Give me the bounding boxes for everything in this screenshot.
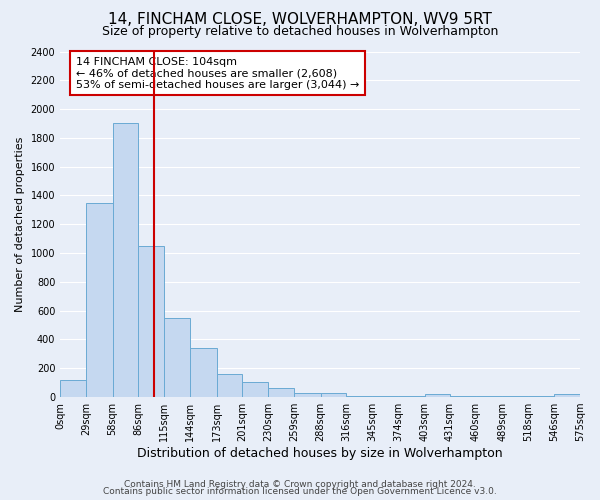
Bar	[60, 380, 86, 397]
Bar	[450, 396, 476, 397]
X-axis label: Distribution of detached houses by size in Wolverhampton: Distribution of detached houses by size …	[137, 447, 503, 460]
Text: Size of property relative to detached houses in Wolverhampton: Size of property relative to detached ho…	[102, 25, 498, 38]
Text: 14, FINCHAM CLOSE, WOLVERHAMPTON, WV9 5RT: 14, FINCHAM CLOSE, WOLVERHAMPTON, WV9 5R…	[108, 12, 492, 28]
Bar	[190, 348, 217, 397]
Text: 14 FINCHAM CLOSE: 104sqm
← 46% of detached houses are smaller (2,608)
53% of sem: 14 FINCHAM CLOSE: 104sqm ← 46% of detach…	[76, 56, 359, 90]
Bar	[502, 396, 529, 397]
Y-axis label: Number of detached properties: Number of detached properties	[15, 136, 25, 312]
Bar	[86, 202, 113, 397]
Bar	[242, 382, 268, 397]
Bar	[425, 394, 450, 397]
Bar	[476, 396, 502, 397]
Bar	[138, 246, 164, 397]
Bar	[295, 393, 320, 397]
Text: Contains HM Land Registry data © Crown copyright and database right 2024.: Contains HM Land Registry data © Crown c…	[124, 480, 476, 489]
Bar	[554, 394, 580, 397]
Bar	[529, 396, 554, 397]
Bar	[398, 396, 425, 397]
Bar	[164, 318, 190, 397]
Text: Contains public sector information licensed under the Open Government Licence v3: Contains public sector information licen…	[103, 487, 497, 496]
Bar	[268, 388, 295, 397]
Bar	[346, 396, 372, 397]
Bar	[320, 394, 346, 397]
Bar	[217, 374, 242, 397]
Bar	[113, 124, 138, 397]
Bar	[372, 396, 398, 397]
